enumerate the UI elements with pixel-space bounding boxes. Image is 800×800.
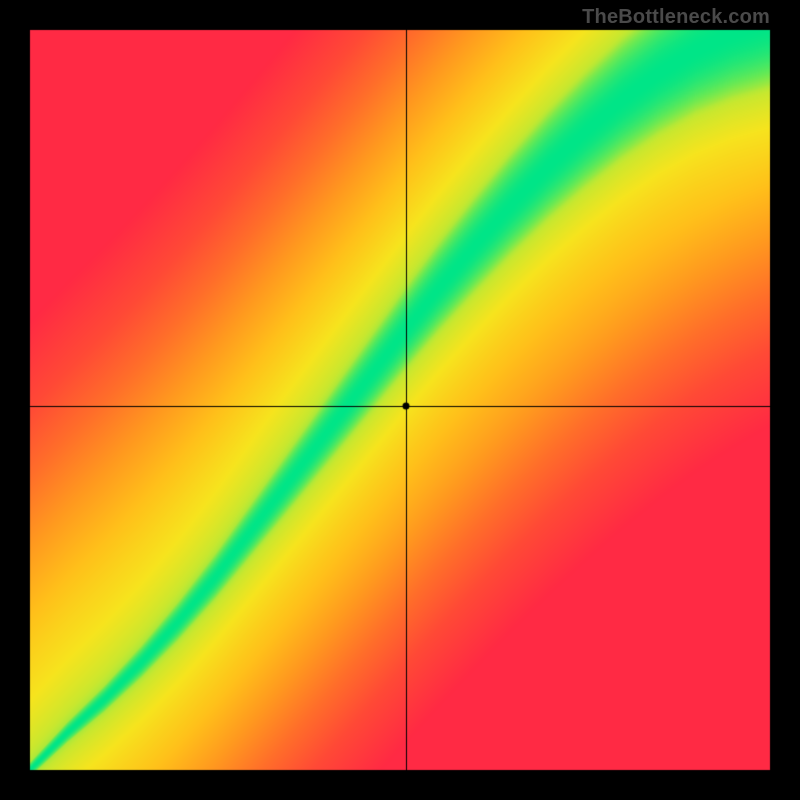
watermark-text: TheBottleneck.com bbox=[582, 6, 770, 29]
chart-container: TheBottleneck.com bbox=[0, 0, 800, 800]
bottleneck-heatmap bbox=[0, 0, 800, 800]
